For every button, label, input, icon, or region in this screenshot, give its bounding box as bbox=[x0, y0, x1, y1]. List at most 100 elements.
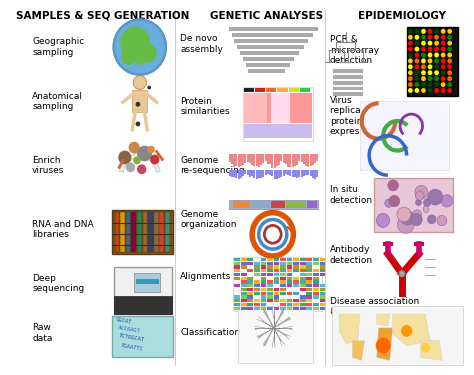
Bar bbox=[258, 170, 260, 178]
Bar bbox=[293, 296, 299, 298]
Circle shape bbox=[415, 88, 419, 93]
Bar bbox=[307, 154, 309, 166]
Bar bbox=[242, 154, 244, 166]
Bar bbox=[319, 269, 325, 272]
Bar bbox=[267, 266, 273, 268]
Bar bbox=[313, 258, 319, 261]
Bar bbox=[287, 154, 289, 167]
Bar bbox=[293, 277, 299, 280]
Bar bbox=[240, 154, 242, 166]
Text: Deep
sequencing: Deep sequencing bbox=[32, 274, 84, 293]
Bar bbox=[231, 170, 233, 177]
Bar bbox=[267, 280, 273, 284]
Circle shape bbox=[423, 199, 431, 207]
Bar bbox=[234, 284, 240, 287]
Bar bbox=[305, 170, 307, 174]
Bar bbox=[292, 170, 293, 178]
Bar bbox=[312, 170, 314, 177]
Bar bbox=[269, 170, 271, 177]
Bar bbox=[241, 284, 246, 287]
Bar bbox=[254, 170, 255, 178]
Circle shape bbox=[428, 35, 432, 40]
Bar bbox=[287, 258, 292, 261]
Circle shape bbox=[428, 76, 432, 81]
Text: TGAATTC: TGAATTC bbox=[121, 343, 145, 351]
Bar bbox=[293, 288, 299, 291]
Circle shape bbox=[421, 53, 426, 57]
Bar bbox=[260, 170, 262, 177]
Bar bbox=[241, 266, 246, 268]
Bar bbox=[254, 284, 260, 287]
Bar bbox=[300, 87, 310, 92]
Bar bbox=[287, 266, 292, 268]
Bar bbox=[332, 306, 463, 365]
Circle shape bbox=[398, 216, 414, 233]
Bar bbox=[273, 307, 279, 310]
Bar bbox=[314, 170, 316, 178]
Bar bbox=[234, 299, 240, 302]
Bar bbox=[112, 316, 173, 357]
Bar bbox=[154, 211, 158, 252]
Text: GENETIC ANALYSES: GENETIC ANALYSES bbox=[210, 10, 323, 21]
Bar bbox=[241, 262, 246, 265]
Circle shape bbox=[441, 35, 446, 40]
Bar bbox=[244, 87, 254, 92]
Circle shape bbox=[413, 210, 422, 219]
Bar bbox=[245, 170, 246, 175]
Bar bbox=[307, 303, 312, 306]
Circle shape bbox=[434, 41, 439, 46]
Bar bbox=[287, 288, 292, 291]
Bar bbox=[267, 154, 269, 164]
Bar bbox=[241, 307, 246, 310]
Circle shape bbox=[434, 53, 439, 57]
Bar bbox=[267, 299, 273, 302]
Polygon shape bbox=[339, 314, 360, 344]
Bar bbox=[234, 266, 240, 268]
Circle shape bbox=[441, 76, 446, 81]
Bar bbox=[249, 170, 251, 177]
Circle shape bbox=[441, 82, 446, 87]
Bar bbox=[273, 262, 279, 265]
Bar bbox=[319, 262, 325, 265]
Bar bbox=[278, 170, 280, 177]
Bar bbox=[241, 269, 246, 272]
Text: Anatomical
sampling: Anatomical sampling bbox=[32, 92, 83, 111]
Bar bbox=[301, 154, 302, 163]
Bar bbox=[280, 299, 286, 302]
Bar bbox=[244, 124, 312, 138]
Bar bbox=[360, 101, 449, 170]
Circle shape bbox=[408, 64, 413, 69]
Bar bbox=[245, 154, 246, 162]
Circle shape bbox=[388, 180, 398, 191]
Bar bbox=[273, 303, 279, 306]
Bar bbox=[293, 266, 299, 268]
Bar bbox=[303, 154, 305, 165]
Circle shape bbox=[114, 20, 166, 75]
Circle shape bbox=[408, 88, 413, 93]
Circle shape bbox=[408, 35, 413, 40]
Circle shape bbox=[415, 70, 419, 75]
Circle shape bbox=[408, 58, 413, 63]
Text: Antibody
detection: Antibody detection bbox=[330, 245, 373, 265]
Bar bbox=[305, 154, 307, 167]
Bar bbox=[310, 170, 311, 177]
Bar bbox=[273, 170, 275, 177]
Bar bbox=[307, 269, 312, 272]
Bar bbox=[267, 303, 273, 306]
Polygon shape bbox=[377, 314, 390, 326]
Circle shape bbox=[434, 29, 439, 34]
Bar bbox=[271, 93, 290, 123]
Bar bbox=[287, 280, 292, 284]
Bar bbox=[313, 277, 319, 280]
Bar bbox=[273, 280, 279, 284]
Bar bbox=[276, 154, 278, 166]
Circle shape bbox=[441, 70, 446, 75]
Circle shape bbox=[428, 46, 432, 51]
Bar bbox=[300, 258, 306, 261]
Bar bbox=[272, 170, 273, 177]
Bar bbox=[300, 292, 306, 295]
Bar bbox=[267, 284, 273, 287]
Bar bbox=[247, 269, 253, 272]
Circle shape bbox=[415, 76, 419, 81]
Bar bbox=[234, 262, 240, 265]
